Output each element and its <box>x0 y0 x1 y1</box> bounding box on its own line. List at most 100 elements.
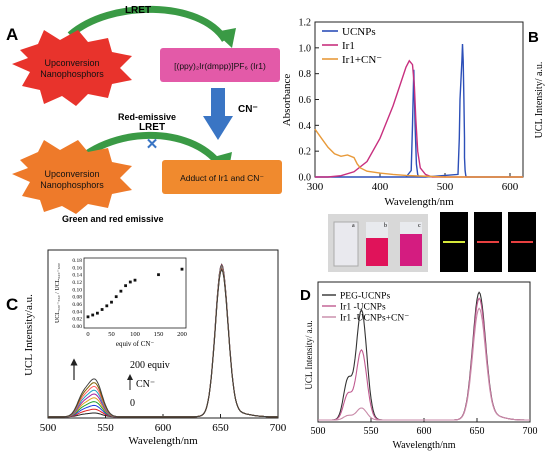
emission-line-a <box>443 241 465 243</box>
y-tick-label-b: 1.0 <box>299 43 312 54</box>
inset-y-tick-label: 0.00 <box>72 324 82 330</box>
x-axis-label-b: Wavelength/nm <box>384 196 454 208</box>
inset-x-tick-label: 0 <box>86 331 89 338</box>
emission-line-b <box>477 241 499 243</box>
vial-b-liquid <box>366 238 388 266</box>
vial-label-c: c <box>418 223 421 229</box>
x-tick-label-c: 550 <box>97 422 114 434</box>
series-line-b-1 <box>405 69 420 178</box>
series-line-d-2 <box>318 307 530 421</box>
inset-point <box>133 278 137 282</box>
inset-y-tick-label: 0.12 <box>72 280 82 286</box>
red-emissive-label: Red-emissive <box>118 112 176 122</box>
inset-y-tick-label: 0.02 <box>72 317 82 323</box>
vial-label-a: a <box>352 223 355 229</box>
inset-y-tick-label: 0.04 <box>72 309 82 315</box>
ir1-complex-box <box>160 48 280 82</box>
panel-letter-c: C <box>6 295 18 314</box>
annotation-cn: CN⁻ <box>136 379 155 390</box>
y-tick-label-b: 1.2 <box>299 18 312 29</box>
y-tick-label-b: 0.6 <box>299 95 312 106</box>
y-tick-label-b: 0.0 <box>299 173 312 184</box>
inset-y-tick-label: 0.06 <box>72 302 82 308</box>
legend-b: UCNPs Ir1 Ir1+CN⁻ <box>322 26 382 66</box>
lret-arrow-top-head <box>215 28 236 48</box>
legend-label-b: UCNPs <box>342 26 376 38</box>
inset-y-tick-label: 0.08 <box>72 295 82 301</box>
legend-label-b: Ir1 <box>342 40 355 52</box>
x-tick-label-d: 500 <box>311 426 326 437</box>
inset-point <box>157 273 160 277</box>
legend-label-d: Ir1 -UCNPs <box>340 303 386 313</box>
series-line-c-9 <box>48 268 278 418</box>
y-tick-label-b: 0.4 <box>299 121 312 132</box>
inset-x-tick-label: 150 <box>154 331 164 338</box>
emission-line-c <box>511 241 533 243</box>
x-tick-label-d: 650 <box>470 426 485 437</box>
x-tick-label-c: 500 <box>40 422 57 434</box>
lret-blocked-mark: ✕ <box>146 136 159 153</box>
inset-point <box>86 315 90 319</box>
panel-b: 300 400 500 600 0.0 0.2 0.4 0.6 0.8 1.0 1.2 B Wave… <box>281 18 545 209</box>
inset-y-tick-label: 0.10 <box>72 287 82 293</box>
x-tick-label-c: 600 <box>155 422 172 434</box>
y-tick-label-b: 0.8 <box>299 69 312 80</box>
x-tick-label-d: 550 <box>364 426 379 437</box>
star-bottom-line1: Upconversion <box>44 169 99 179</box>
upconversion-star-bottom <box>12 140 132 214</box>
cn-arrow-label: CN⁻ <box>238 104 258 115</box>
inset-point <box>119 289 123 293</box>
vial-c-liquid <box>400 234 422 266</box>
inset-y-tick-label: 0.14 <box>72 273 82 279</box>
annotation-200-equiv: 200 equiv <box>130 360 170 371</box>
panel-letter-b: B <box>528 29 539 46</box>
y-axis-right-label-b: UCL Intensity/ a.u. <box>534 62 545 139</box>
panel-d: 500 550 600 650 700 D Wavelength/nm UCL Inte… <box>300 281 538 451</box>
lret-label-top: LRET <box>125 5 151 16</box>
panel-c: 500 550 600 650 700 C Wavelength/nm UCL Inte… <box>6 249 287 447</box>
x-tick-label-b: 300 <box>307 181 324 193</box>
adduct-label: Adduct of Ir1 and CN⁻ <box>180 173 264 183</box>
inset-point <box>110 300 113 304</box>
green-red-emissive-label: Green and red emissive <box>62 214 164 224</box>
inset-point <box>114 295 118 299</box>
inset-point <box>96 311 99 315</box>
ir1-complex-label: [(ppy)₂Ir(dmpp)]PF₆ (Ir1) <box>174 61 266 71</box>
inset-y-tick-label: 0.18 <box>72 258 82 264</box>
star-bottom-line2: Nanophosphors <box>40 180 104 190</box>
series-line-b-3 <box>314 128 523 178</box>
inset-y-label: UCL₅₂₀₋₅₆₀ / UCL₆₂₀₋₆₉₀ <box>55 263 61 323</box>
cn-arrow-head <box>203 116 233 140</box>
inset-x-tick-label: 200 <box>177 331 187 338</box>
inset-frame <box>83 257 187 329</box>
x-tick-label-b: 600 <box>502 181 519 193</box>
inset-y-tick-label: 0.16 <box>72 265 82 271</box>
inset-x-tick-label: 50 <box>108 331 115 338</box>
panel-a: A LRET Upconversion Nanophosphors [(ppy)… <box>6 5 282 224</box>
y-axis-label-b: Absorbance <box>281 74 293 127</box>
inset-point <box>128 280 132 284</box>
lret-arrow-top <box>67 5 228 43</box>
vial-label-b: b <box>384 223 387 229</box>
inset-point <box>91 313 95 317</box>
x-axis-label-d: Wavelength/nm <box>392 440 455 451</box>
upconversion-star-top <box>12 30 132 106</box>
cn-arrow-shaft <box>211 88 225 116</box>
legend-label-b: Ir1+CN⁻ <box>342 54 382 66</box>
inset-x-tick-label: 100 <box>130 331 140 338</box>
inset-point <box>100 308 104 311</box>
inset-point <box>124 284 127 288</box>
y-axis-label-c: UCL Intensity/a.u. <box>23 294 35 376</box>
x-tick-label-d: 600 <box>417 426 432 437</box>
inset-x-label: equiv of CN⁻ <box>116 340 155 348</box>
legend-label-d: Ir1 -UCNPs+CN⁻ <box>340 314 409 324</box>
x-tick-label-b: 400 <box>372 181 389 193</box>
star-top-line1: Upconversion <box>44 58 99 68</box>
x-tick-label-d: 700 <box>523 426 538 437</box>
annotation-zero: 0 <box>130 398 135 409</box>
series-line-b-2 <box>315 59 523 178</box>
x-tick-label-c: 650 <box>212 422 229 434</box>
panel-letter-a: A <box>6 25 18 44</box>
